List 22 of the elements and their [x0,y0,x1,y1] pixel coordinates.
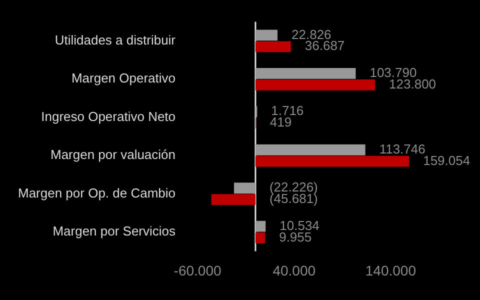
data-label: (22.226) [269,180,318,195]
bar [255,232,266,244]
bar [255,144,366,156]
bar [255,41,291,52]
bar [255,220,266,232]
y-tick-label: Margen por valuación [50,147,176,162]
data-label: 113.746 [379,141,426,156]
y-tick-label: Margen Operativo [71,70,176,86]
bar [255,30,278,41]
bar [255,79,376,90]
y-tick-label: Margen por Servicios [52,224,176,239]
bar [211,194,256,206]
y-tick-label: Ingreso Operativo Neto [41,108,176,124]
x-tick-label: -60.000 [174,262,222,278]
x-tick-label: 140.000 [365,262,416,278]
bar [255,156,410,167]
x-tick-label: 40.000 [272,262,316,278]
bar [234,182,256,194]
data-label: 159.054 [423,152,470,168]
y-tick-label: Utilidades a distribuir [54,32,176,48]
y-tick-label: Margen por Op. de Cambio [18,185,176,200]
bar [255,68,356,79]
